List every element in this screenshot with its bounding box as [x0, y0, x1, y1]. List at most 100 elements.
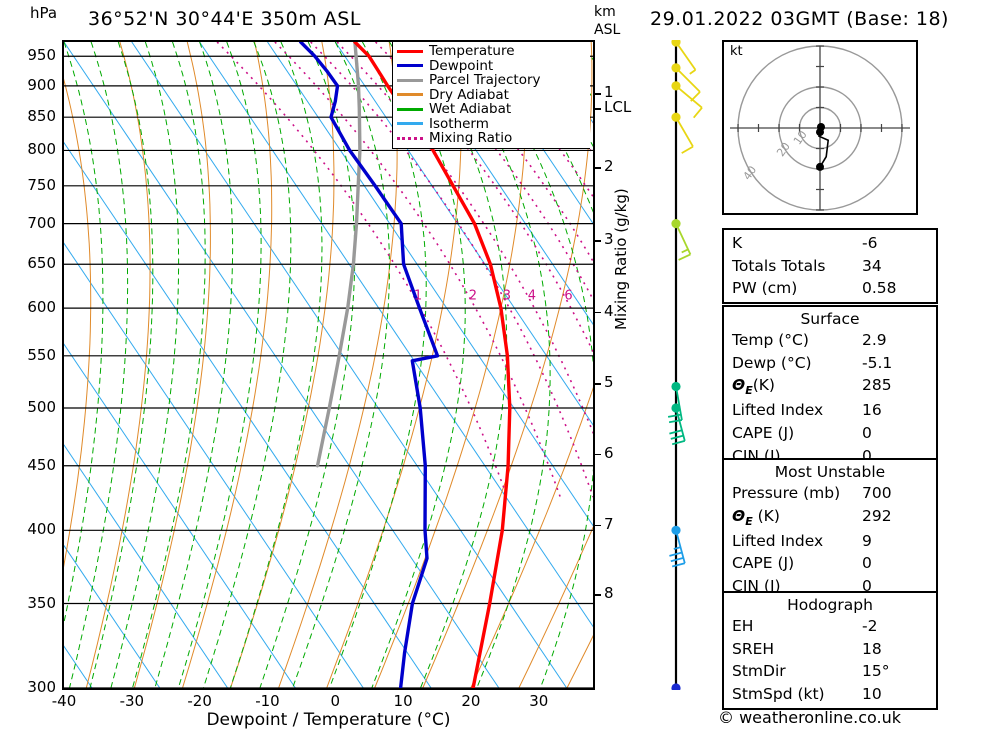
temperature-tick-label: 10: [393, 692, 413, 710]
copyright-notice: © weatheronline.co.uk: [718, 708, 901, 727]
surface-parcel-box: Surface Temp (°C) 2.9 Dewp (°C) -5.1 ΘE(K) 285…: [722, 305, 938, 472]
pressure-tick-label: 750: [27, 175, 56, 194]
height-tick-label: 4: [604, 301, 614, 320]
height-tick-label: 3: [604, 230, 614, 249]
pressure-tick-label: 450: [27, 455, 56, 474]
pressure-tick-label: 900: [27, 75, 56, 94]
height-tick-mark: [594, 383, 601, 385]
isotherm-lines: [64, 42, 593, 688]
wind-barb: [671, 219, 692, 261]
height-tick-label: 2: [604, 157, 614, 176]
legend-item-label: Mixing Ratio: [429, 130, 513, 147]
legend-item: Dewpoint: [397, 57, 586, 74]
info-row-value: -6: [862, 234, 878, 252]
info-row-key: Pressure (mb): [732, 484, 841, 502]
info-row-value: -5.1: [862, 353, 893, 372]
info-row-key: ΘE(K): [732, 376, 775, 398]
wind-barb-column: [667, 40, 703, 690]
info-row: EH -2: [724, 615, 936, 638]
info-row: CAPE (J) 0: [724, 422, 936, 445]
pressure-tick-label: 600: [27, 298, 56, 317]
height-tick-label: 5: [604, 373, 614, 392]
height-tick-mark: [594, 240, 601, 242]
info-row-key: Dewp (°C): [732, 353, 812, 372]
info-row: PW (cm) 0.58: [724, 277, 936, 300]
dewpoint-curve: [298, 42, 440, 688]
legend-color-swatch: [397, 107, 423, 111]
info-row-value: 18: [862, 639, 882, 658]
legend-item-label: Wet Adiabat: [429, 101, 512, 118]
info-row-value: 15°: [862, 662, 890, 681]
skewt-diagram-svg: 1 2 3 4 6: [64, 42, 593, 688]
wind-barb: [671, 63, 701, 102]
info-row: StmSpd (kt) 10: [724, 683, 936, 706]
temperature-curve: [353, 42, 512, 688]
temperature-tick-label: 0: [330, 692, 341, 710]
info-row-key: PW (cm): [732, 279, 798, 298]
legend-color-swatch: [397, 136, 423, 140]
pressure-tick-label: 300: [27, 678, 56, 696]
info-row-value: -2: [862, 617, 878, 635]
pressure-axis-unit-label: hPa: [30, 4, 58, 22]
wind-barb: [671, 683, 681, 690]
legend-item-label: Isotherm: [429, 115, 489, 132]
temperature-tick-label: -20: [187, 692, 212, 710]
temperature-tick-label: -30: [119, 692, 145, 710]
mixing-ratio-labels: 1 2 3 4 6: [414, 289, 573, 304]
info-row-value: 9: [862, 531, 872, 550]
height-tick-mark: [594, 93, 601, 95]
info-row-key: CIN (J): [732, 577, 781, 596]
info-row-key: Temp (°C): [732, 331, 809, 349]
info-row-key: ΘE (K): [732, 506, 780, 528]
mixing-ratio-label: 6: [564, 289, 572, 304]
stability-indices-box: K -6 Totals Totals 34 PW (cm) 0.58: [722, 228, 938, 304]
hodograph-unit-label: kt: [730, 44, 743, 59]
info-row-key: EH: [732, 617, 754, 635]
info-row-key: CAPE (J): [732, 554, 795, 573]
info-row: CAPE (J) 0: [724, 552, 936, 575]
pressure-tick-label: 400: [27, 520, 56, 539]
mixing-ratio-label: 4: [528, 289, 536, 304]
mixing-ratio-label: 1: [414, 289, 422, 304]
info-row: Lifted Index 9: [724, 530, 936, 553]
info-row: ΘE(K) 285: [724, 374, 936, 399]
info-row-key: Totals Totals: [732, 256, 826, 275]
height-tick-mark: [594, 108, 601, 110]
legend-item: Isotherm: [397, 115, 586, 132]
height-tick-label: 1: [604, 83, 614, 102]
legend-item-label: Dewpoint: [429, 57, 494, 74]
height-tick-label: 8: [604, 584, 614, 603]
info-row-key: StmDir: [732, 662, 786, 681]
info-row-value: 0: [862, 446, 872, 465]
legend-item: Temperature: [397, 43, 586, 60]
info-row-key: CAPE (J): [732, 424, 795, 443]
isobar-lines: [64, 55, 593, 688]
box-title: Most Unstable: [774, 463, 886, 481]
height-tick-label: LCL: [604, 98, 632, 117]
legend-color-swatch: [397, 93, 423, 97]
info-row-value: 2.9: [862, 331, 887, 349]
wind-barb: [671, 81, 703, 119]
temperature-tick-label: -10: [255, 692, 280, 710]
info-row-value: 285: [862, 376, 892, 395]
info-row: Dewp (°C) -5.1: [724, 352, 936, 375]
info-row-value: 16: [862, 401, 882, 420]
legend-color-swatch: [397, 64, 423, 68]
pressure-tick-label: 800: [27, 140, 56, 159]
info-row-key: StmSpd (kt): [732, 684, 825, 703]
hodograph-stats-box: Hodograph EH -2 SREH 18 StmDir 15° StmSpd (kt) 1…: [722, 591, 938, 710]
legend-color-swatch: [397, 78, 423, 82]
info-row-value: 34: [862, 256, 882, 275]
info-row-value: 292: [862, 506, 892, 525]
height-tick-mark: [594, 311, 601, 314]
info-row: CIN (J) 0: [724, 575, 936, 598]
forecast-datetime-title: 29.01.2022 03GMT (Base: 18): [650, 8, 949, 30]
pressure-tick-label: 850: [27, 107, 56, 126]
most-unstable-box: Most Unstable Pressure (mb) 700 ΘE (K) 292 Li…: [722, 458, 938, 602]
legend-item-label: Temperature: [429, 43, 515, 60]
wind-barb: [669, 525, 686, 568]
pressure-tick-label: 350: [27, 593, 56, 612]
info-row-key: SREH: [732, 639, 775, 658]
height-tick-mark: [594, 167, 601, 169]
